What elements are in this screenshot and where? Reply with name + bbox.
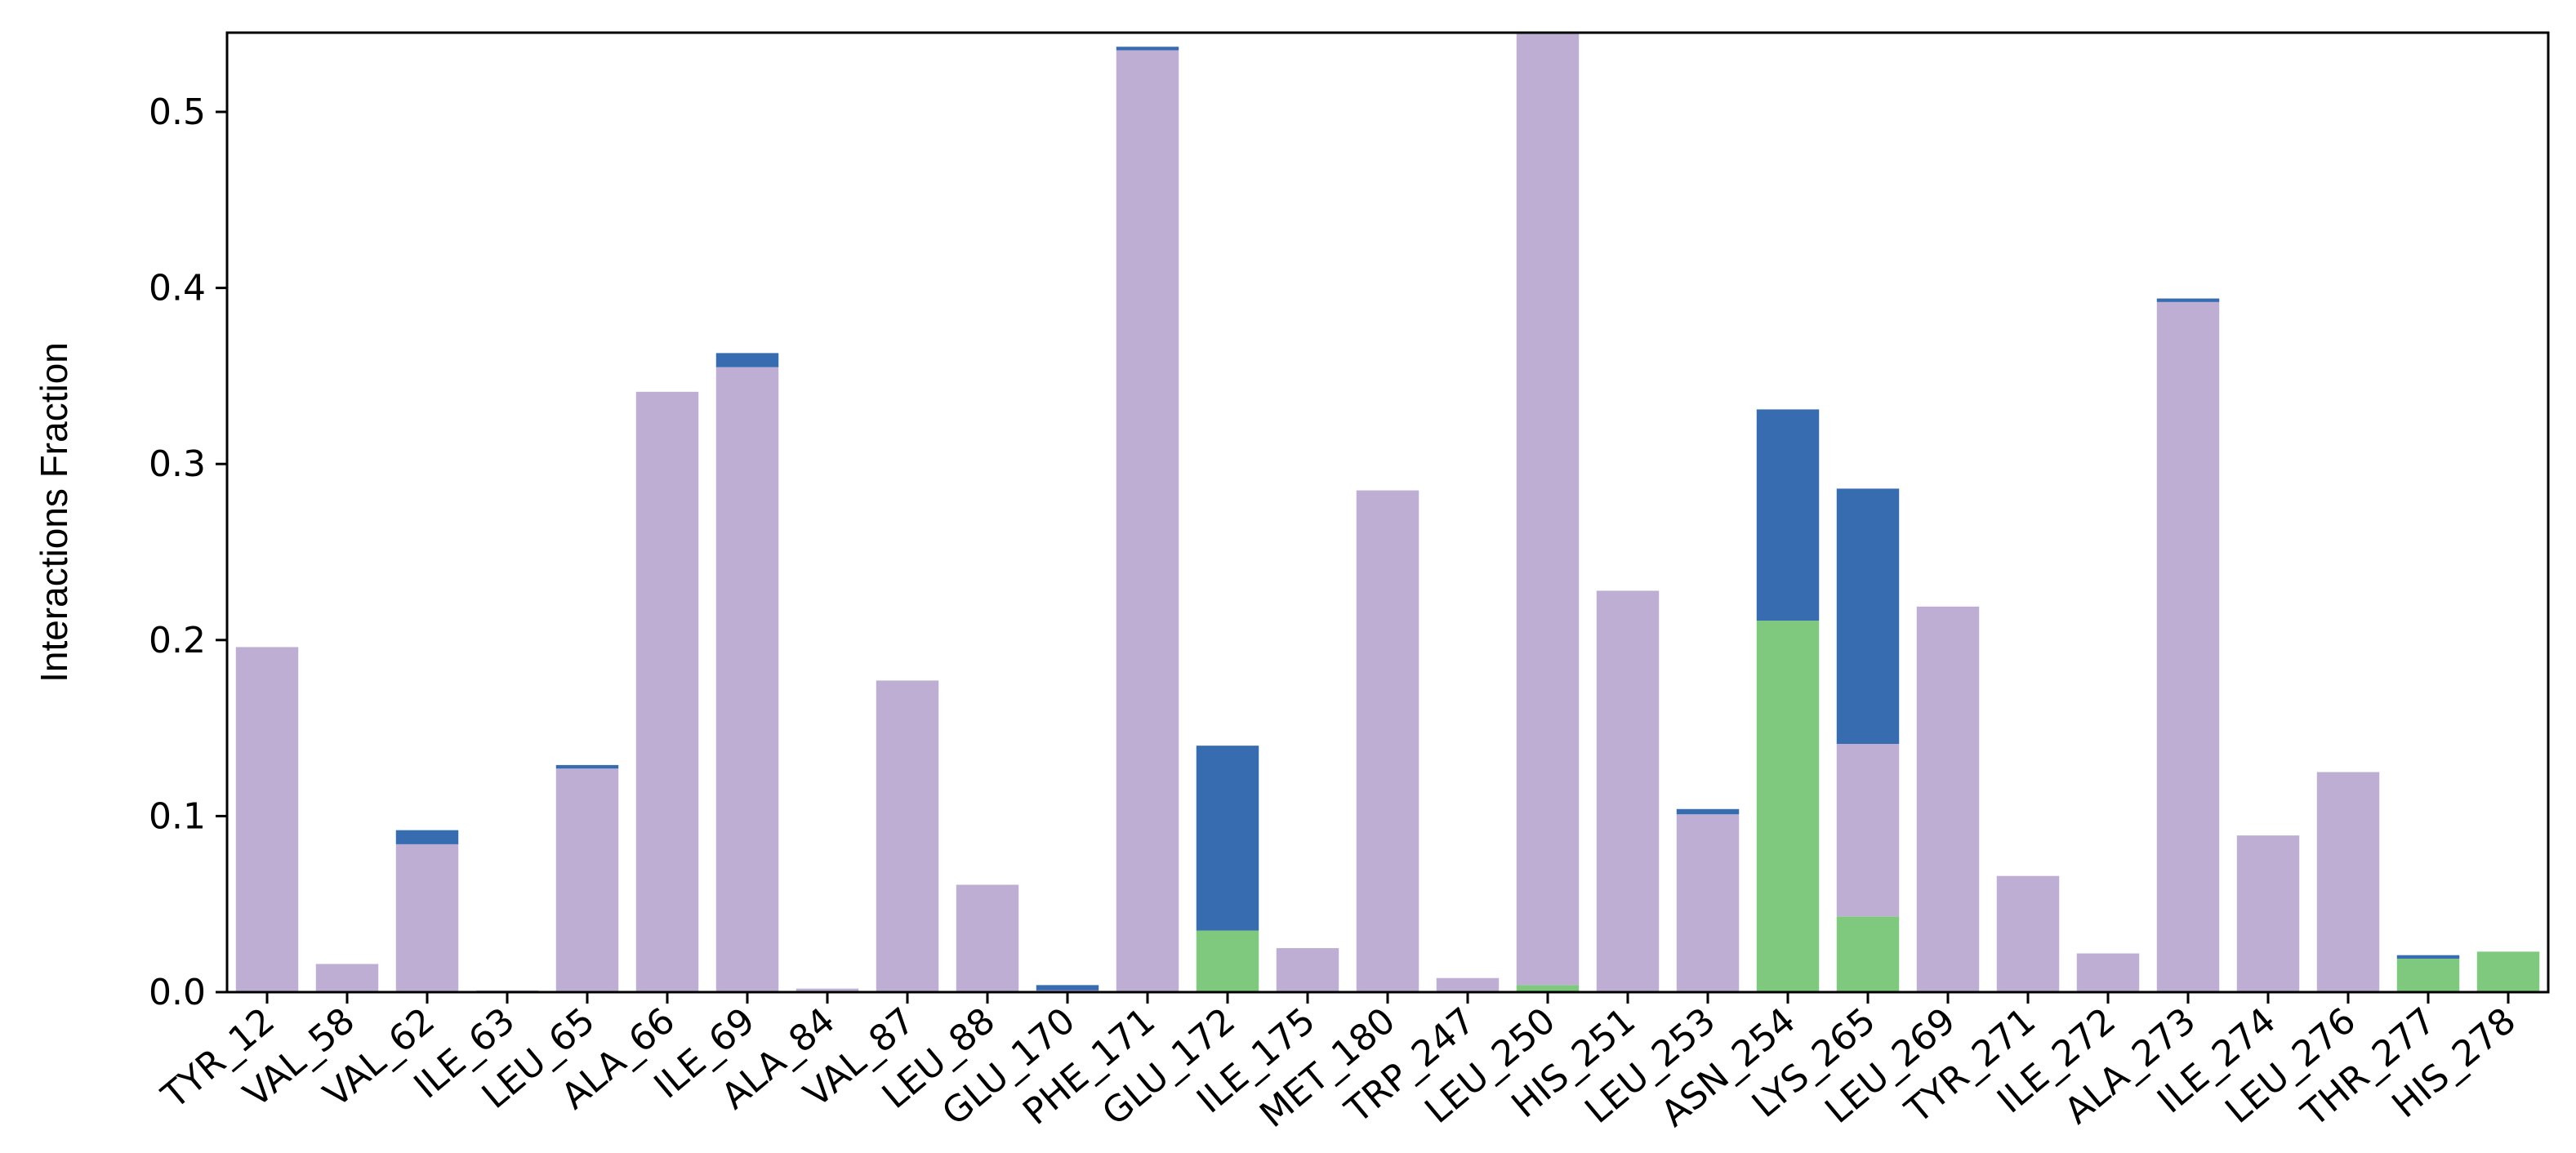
bar-ala-66-series-2 [635, 391, 699, 992]
bar-lys-265-series-1 [1836, 916, 1900, 992]
y-axis-label: Interactions Fraction [33, 342, 75, 683]
bar-ile-69-series-3 [715, 353, 779, 367]
bar-his-251-series-2 [1596, 590, 1660, 992]
y-tick-label: 0.0 [149, 972, 206, 1013]
bar-leu-269-series-2 [1916, 606, 1980, 992]
bar-glu-172-series-3 [1196, 746, 1259, 931]
y-tick-label: 0.4 [149, 268, 206, 309]
bar-ile-69-series-2 [715, 367, 779, 992]
bar-ala-273-series-2 [2156, 301, 2220, 992]
bar-leu-253-series-2 [1676, 814, 1740, 992]
bar-ala-273-series-3 [2156, 298, 2220, 302]
y-tick-label: 0.1 [149, 795, 206, 837]
bar-ala-84-series-2 [796, 988, 859, 992]
x-axis: TYR_12VAL_58VAL_62ILE_63LEU_65ALA_66ILE_… [154, 992, 2524, 1136]
bar-ile-272-series-2 [2076, 953, 2140, 992]
bar-ile-175-series-2 [1276, 948, 1339, 992]
bar-his-278-series-1 [2476, 951, 2540, 992]
bar-trp-247-series-2 [1436, 977, 1500, 992]
bar-asn-254-series-3 [1756, 409, 1820, 621]
bar-leu-88-series-2 [956, 884, 1019, 992]
bar-leu-65-series-3 [555, 764, 619, 769]
bar-thr-277-series-3 [2396, 955, 2460, 959]
bar-val-62-series-3 [395, 830, 459, 844]
y-tick-label: 0.2 [149, 620, 206, 661]
bar-leu-250-series-2 [1516, 33, 1580, 986]
y-tick-label: 0.5 [149, 91, 206, 133]
bar-leu-65-series-2 [555, 768, 619, 992]
bar-val-58-series-2 [315, 964, 379, 992]
bar-tyr-12-series-2 [235, 647, 299, 992]
bar-leu-276-series-2 [2316, 772, 2380, 992]
bar-phe-171-series-2 [1116, 50, 1179, 993]
bar-tyr-271-series-2 [1996, 875, 2060, 992]
bar-ile-274-series-2 [2236, 835, 2300, 992]
bar-phe-171-series-3 [1116, 47, 1179, 51]
bar-thr-277-series-1 [2396, 959, 2460, 992]
bar-asn-254-series-1 [1756, 621, 1820, 992]
bar-lys-265-series-3 [1836, 488, 1900, 745]
y-tick-label: 0.3 [149, 443, 206, 485]
bar-lys-265-series-2 [1836, 744, 1900, 917]
bar-glu-172-series-1 [1196, 930, 1259, 992]
bar-val-87-series-2 [876, 680, 939, 992]
y-axis: 0.0 0.1 0.2 0.3 0.4 0.5 [149, 91, 227, 1013]
bar-met-180-series-2 [1356, 490, 1419, 992]
bar-leu-250-series-1 [1516, 985, 1580, 992]
bars-layer [235, 33, 2540, 993]
bar-glu-170-series-3 [1036, 985, 1099, 991]
bar-leu-253-series-3 [1676, 808, 1740, 815]
bar-val-62-series-2 [395, 844, 459, 992]
